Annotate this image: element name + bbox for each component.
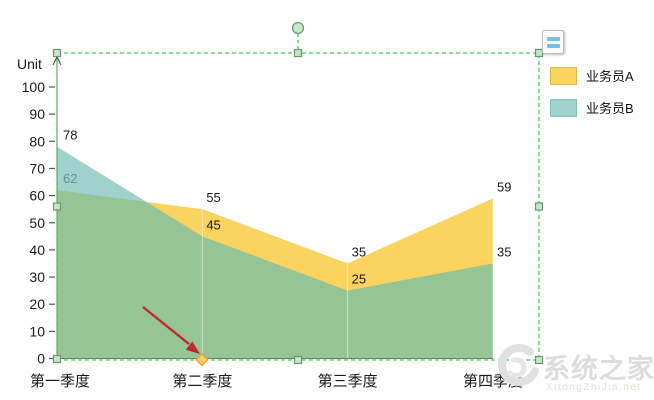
legend-label-a[interactable]: 业务员A: [586, 68, 634, 84]
legend-item-b[interactable]: 业务员B: [550, 99, 634, 117]
selection-handle-n[interactable]: [293, 48, 303, 58]
format-lines-icon: [546, 43, 560, 48]
x-category-label: 第三季度: [318, 372, 378, 390]
data-label: 25: [352, 272, 366, 287]
y-tick-label: 60: [29, 188, 45, 204]
selection-handle-sw[interactable]: [52, 354, 62, 364]
annotation-arrow-line: [142, 306, 190, 345]
y-tick-label: 80: [29, 133, 45, 149]
data-label: 35: [352, 244, 366, 259]
x-category-label: 第四季度: [463, 372, 523, 390]
data-label: 59: [497, 179, 511, 194]
selection-handle-e[interactable]: [534, 202, 544, 211]
format-lines-icon: [546, 36, 560, 41]
y-tick-label: 0: [37, 351, 45, 367]
x-category-label: 第一季度: [30, 372, 90, 390]
selection-handle-w[interactable]: [52, 202, 62, 211]
y-tick-label: 100: [22, 79, 46, 95]
y-tick-label: 70: [29, 160, 45, 176]
chart-options-button[interactable]: [542, 30, 564, 54]
data-label: 62: [63, 171, 77, 186]
y-tick-label: 50: [29, 215, 45, 231]
x-category-label: 第二季度: [172, 372, 232, 390]
y-tick-label: 20: [29, 296, 45, 312]
annotation-arrow-head-icon: [185, 341, 200, 354]
selection-handle-se[interactable]: [534, 355, 544, 365]
data-label: 55: [206, 190, 220, 205]
y-tick-label: 10: [29, 323, 45, 339]
data-label: 35: [497, 244, 511, 259]
y-tick-label: 90: [29, 106, 45, 122]
legend-swatch-b: [550, 99, 577, 117]
y-axis-unit-label: Unit: [17, 56, 42, 72]
selection-handle-nw[interactable]: [52, 48, 62, 58]
y-tick-label: 40: [29, 242, 45, 258]
data-label: 78: [63, 128, 77, 143]
legend-item-a[interactable]: 业务员A: [550, 67, 634, 85]
y-tick-label: 30: [29, 269, 45, 285]
series-overlap-area[interactable]: [57, 190, 493, 359]
legend-label-b[interactable]: 业务员B: [586, 100, 634, 116]
selection-handle-s[interactable]: [293, 355, 303, 365]
rotation-handle[interactable]: [291, 21, 305, 35]
legend-swatch-a: [550, 67, 577, 85]
anchor-diamond-marker[interactable]: [195, 352, 209, 367]
data-label: 45: [206, 217, 220, 232]
